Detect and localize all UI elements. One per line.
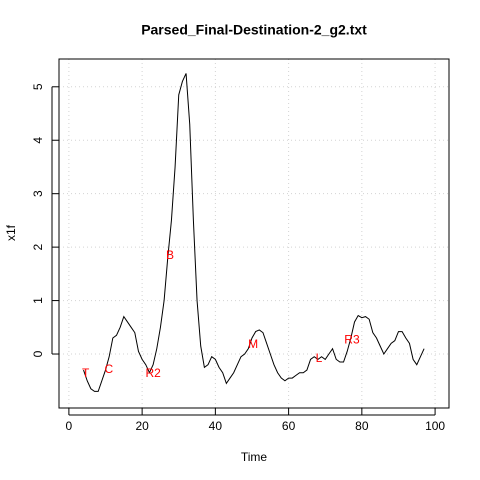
annotation: M [248,337,258,351]
annotation: T [82,366,90,380]
x-tick-label: 80 [355,419,369,433]
annotation: L [316,351,323,365]
x-tick-label: 20 [135,419,149,433]
annotation: C [104,362,113,376]
x-axis-label: Time [241,450,268,464]
y-tick-label: 1 [31,297,45,304]
x-tick-label: 0 [66,419,73,433]
x-tick-label: 40 [209,419,223,433]
y-tick-label: 0 [31,350,45,357]
annotation: R2 [145,366,161,380]
plot-frame [58,58,450,409]
x-tick-label: 60 [282,419,296,433]
annotation: B [166,248,174,262]
y-axis-label: x1f [4,224,18,241]
y-tick-label: 4 [31,137,45,144]
data-line [83,73,425,392]
x-tick-label: 100 [425,419,445,433]
annotation: R3 [344,332,360,346]
chart-title: Parsed_Final-Destination-2_g2.txt [141,22,367,38]
y-tick-label: 3 [31,190,45,197]
y-tick-label: 2 [31,243,45,250]
y-tick-label: 5 [31,83,45,90]
